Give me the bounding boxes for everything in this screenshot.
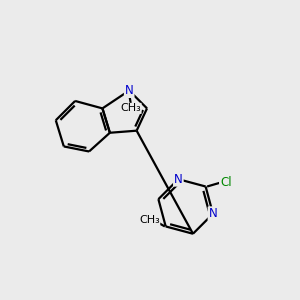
Text: N: N <box>208 207 217 220</box>
Text: N: N <box>174 173 183 186</box>
Text: CH₃: CH₃ <box>120 103 141 113</box>
Text: Cl: Cl <box>220 176 232 189</box>
Text: CH₃: CH₃ <box>139 215 160 225</box>
Text: N: N <box>125 84 134 97</box>
